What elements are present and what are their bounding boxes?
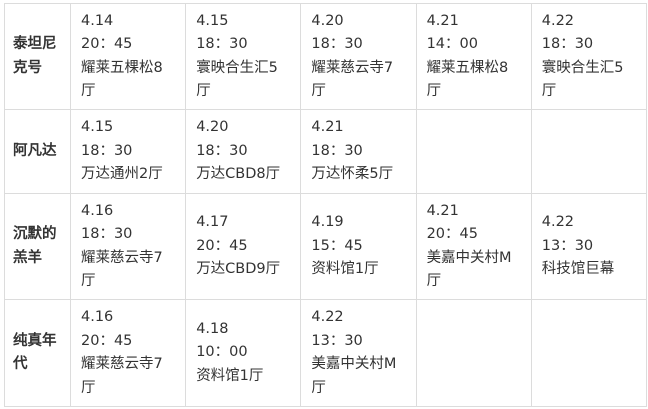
screening-venue: 万达怀柔5厅 bbox=[311, 166, 394, 183]
screening-cell: 4.20 18：30 万达CBD8厅 bbox=[185, 109, 302, 194]
movie-title-cell: 阿凡达 bbox=[4, 109, 71, 194]
screening-cell: 4.16 20：45 耀莱慈云寺7厅 bbox=[69, 299, 187, 407]
screening-date: 4.18 bbox=[196, 320, 229, 337]
screening-date: 4.16 bbox=[81, 202, 114, 219]
movie-title-cell: 纯真年代 bbox=[4, 299, 71, 407]
screening-venue: 耀莱五棵松8厅 bbox=[426, 59, 509, 100]
screening-venue: 美嘉中关村M厅 bbox=[426, 249, 512, 290]
screening-time: 20：45 bbox=[81, 36, 133, 52]
screening-venue: 耀莱五棵松8厅 bbox=[81, 59, 163, 100]
screening-venue: 耀莱慈云寺7厅 bbox=[311, 59, 394, 100]
screening-date: 4.21 bbox=[426, 202, 459, 219]
screening-date: 4.20 bbox=[311, 12, 344, 29]
screening-date: 4.15 bbox=[196, 12, 229, 29]
screening-venue: 耀莱慈云寺7厅 bbox=[81, 249, 163, 290]
screening-cell: 4.16 18：30 耀莱慈云寺7厅 bbox=[69, 193, 187, 300]
screening-venue: 耀莱慈云寺7厅 bbox=[81, 356, 163, 396]
screening-time: 13：30 bbox=[541, 237, 594, 254]
empty-cell bbox=[530, 109, 648, 194]
empty-cell bbox=[530, 299, 648, 407]
screening-date: 4.14 bbox=[81, 12, 114, 29]
screening-cell: 4.21 20：45 美嘉中关村M厅 bbox=[415, 193, 532, 300]
screening-venue: 资料馆1厅 bbox=[196, 367, 264, 384]
screening-time: 15：45 bbox=[311, 237, 363, 254]
screening-date: 4.19 bbox=[311, 214, 344, 231]
screening-time: 10：00 bbox=[196, 344, 248, 361]
table-row: 沉默的羔羊 4.16 18：30 耀莱慈云寺7厅 4.17 20：45 万达CBD9厅 4.1… bbox=[4, 193, 648, 300]
screening-cell: 4.14 20：45 耀莱五棵松8厅 bbox=[69, 3, 187, 110]
screening-venue: 万达CBD8厅 bbox=[196, 166, 281, 183]
screening-venue: 寰映合生汇5厅 bbox=[541, 59, 624, 100]
screening-cell: 4.15 18：30 万达通州2厅 bbox=[69, 109, 187, 194]
screening-time: 18：30 bbox=[81, 226, 133, 242]
table-row: 泰坦尼克号 4.14 20：45 耀莱五棵松8厅 4.15 18：30 寰映合生汇5厅 4.2… bbox=[4, 3, 648, 110]
screening-time: 20：45 bbox=[81, 332, 133, 349]
movie-title-cell: 沉默的羔羊 bbox=[4, 193, 71, 300]
screening-time: 18：30 bbox=[311, 142, 363, 159]
screening-cell: 4.19 15：45 资料馆1厅 bbox=[300, 193, 417, 300]
screening-time: 18：30 bbox=[541, 36, 594, 52]
screening-cell: 4.21 14：00 耀莱五棵松8厅 bbox=[415, 3, 532, 110]
screening-date: 4.21 bbox=[426, 12, 459, 29]
empty-cell bbox=[415, 299, 532, 407]
screening-venue: 科技馆巨幕 bbox=[541, 261, 615, 278]
screening-venue: 寰映合生汇5厅 bbox=[196, 59, 278, 100]
table-row: 纯真年代 4.16 20：45 耀莱慈云寺7厅 4.18 10：00 资料馆1厅 4.22 13… bbox=[4, 299, 648, 407]
screening-time: 18：30 bbox=[311, 36, 363, 52]
screening-time: 18：30 bbox=[196, 142, 248, 159]
screening-date: 4.22 bbox=[541, 214, 575, 231]
screening-time: 20：45 bbox=[196, 237, 248, 254]
screening-schedule-table: 泰坦尼克号 4.14 20：45 耀莱五棵松8厅 4.15 18：30 寰映合生汇5厅 4.2… bbox=[4, 3, 648, 407]
screening-venue: 万达通州2厅 bbox=[81, 166, 163, 183]
screening-cell: 4.17 20：45 万达CBD9厅 bbox=[185, 193, 302, 300]
screening-cell: 4.15 18：30 寰映合生汇5厅 bbox=[185, 3, 302, 110]
screening-time: 18：30 bbox=[81, 142, 133, 159]
screening-time: 14：00 bbox=[426, 36, 478, 52]
movie-title-cell: 泰坦尼克号 bbox=[4, 3, 71, 110]
screening-date: 4.22 bbox=[311, 309, 344, 325]
screening-cell: 4.22 13：30 美嘉中关村M厅 bbox=[300, 299, 417, 407]
screening-date: 4.17 bbox=[196, 214, 229, 231]
screening-date: 4.21 bbox=[311, 119, 344, 136]
empty-cell bbox=[415, 109, 532, 194]
screening-venue: 资料馆1厅 bbox=[311, 261, 379, 278]
screening-cell: 4.21 18：30 万达怀柔5厅 bbox=[300, 109, 417, 194]
table-row: 阿凡达 4.15 18：30 万达通州2厅 4.20 18：30 万达CBD8厅 4.21 18… bbox=[4, 109, 648, 194]
screening-cell: 4.20 18：30 耀莱慈云寺7厅 bbox=[300, 3, 417, 110]
screening-venue: 万达CBD9厅 bbox=[196, 261, 281, 278]
screening-time: 18：30 bbox=[196, 36, 248, 52]
screening-cell: 4.18 10：00 资料馆1厅 bbox=[185, 299, 302, 407]
screening-date: 4.22 bbox=[541, 12, 575, 29]
screening-date: 4.15 bbox=[81, 119, 114, 136]
screening-date: 4.20 bbox=[196, 119, 229, 136]
screening-venue: 美嘉中关村M厅 bbox=[311, 356, 397, 396]
screening-time: 13：30 bbox=[311, 332, 363, 349]
screening-date: 4.16 bbox=[81, 309, 114, 325]
screening-cell: 4.22 18：30 寰映合生汇5厅 bbox=[530, 3, 648, 110]
screening-cell: 4.22 13：30 科技馆巨幕 bbox=[530, 193, 648, 300]
screening-time: 20：45 bbox=[426, 226, 478, 242]
